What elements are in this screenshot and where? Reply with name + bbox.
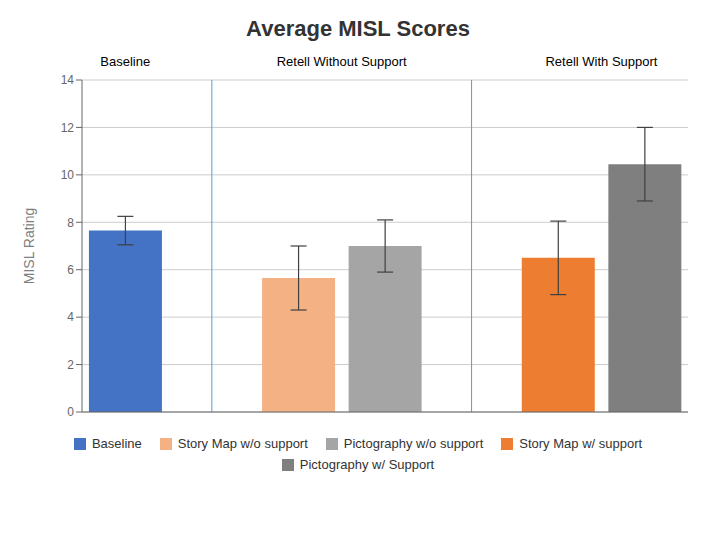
html-text:Pictography w/ Support: Pictography w/ Support	[299, 457, 435, 472]
svg-text:10: 10	[61, 168, 75, 182]
html-text:Story Map w/ support: Story Map w/ support	[519, 436, 643, 451]
html-text:Baseline: Baseline	[100, 54, 151, 69]
svg-text:MISL Rating: MISL Rating	[21, 208, 37, 285]
html-text:Average MISL Scores: Average MISL Scores	[246, 16, 470, 41]
html-text:Pictography w/o support: Pictography w/o support	[343, 436, 484, 451]
svg-text:6: 6	[67, 263, 74, 277]
svg-text:0: 0	[67, 405, 74, 419]
svg-text:14: 14	[61, 73, 75, 87]
html-text:Retell Without Support: Retell Without Support	[276, 54, 407, 69]
svg-text:2: 2	[67, 358, 74, 372]
html-text:Retell With Support: Retell With Support	[545, 54, 658, 69]
svg-text:4: 4	[67, 310, 74, 324]
svg-text:12: 12	[61, 121, 75, 135]
html-text:Story Map w/o support: Story Map w/o support	[177, 436, 308, 451]
svg-text:8: 8	[67, 216, 74, 230]
html-text:Baseline: Baseline	[91, 436, 142, 451]
